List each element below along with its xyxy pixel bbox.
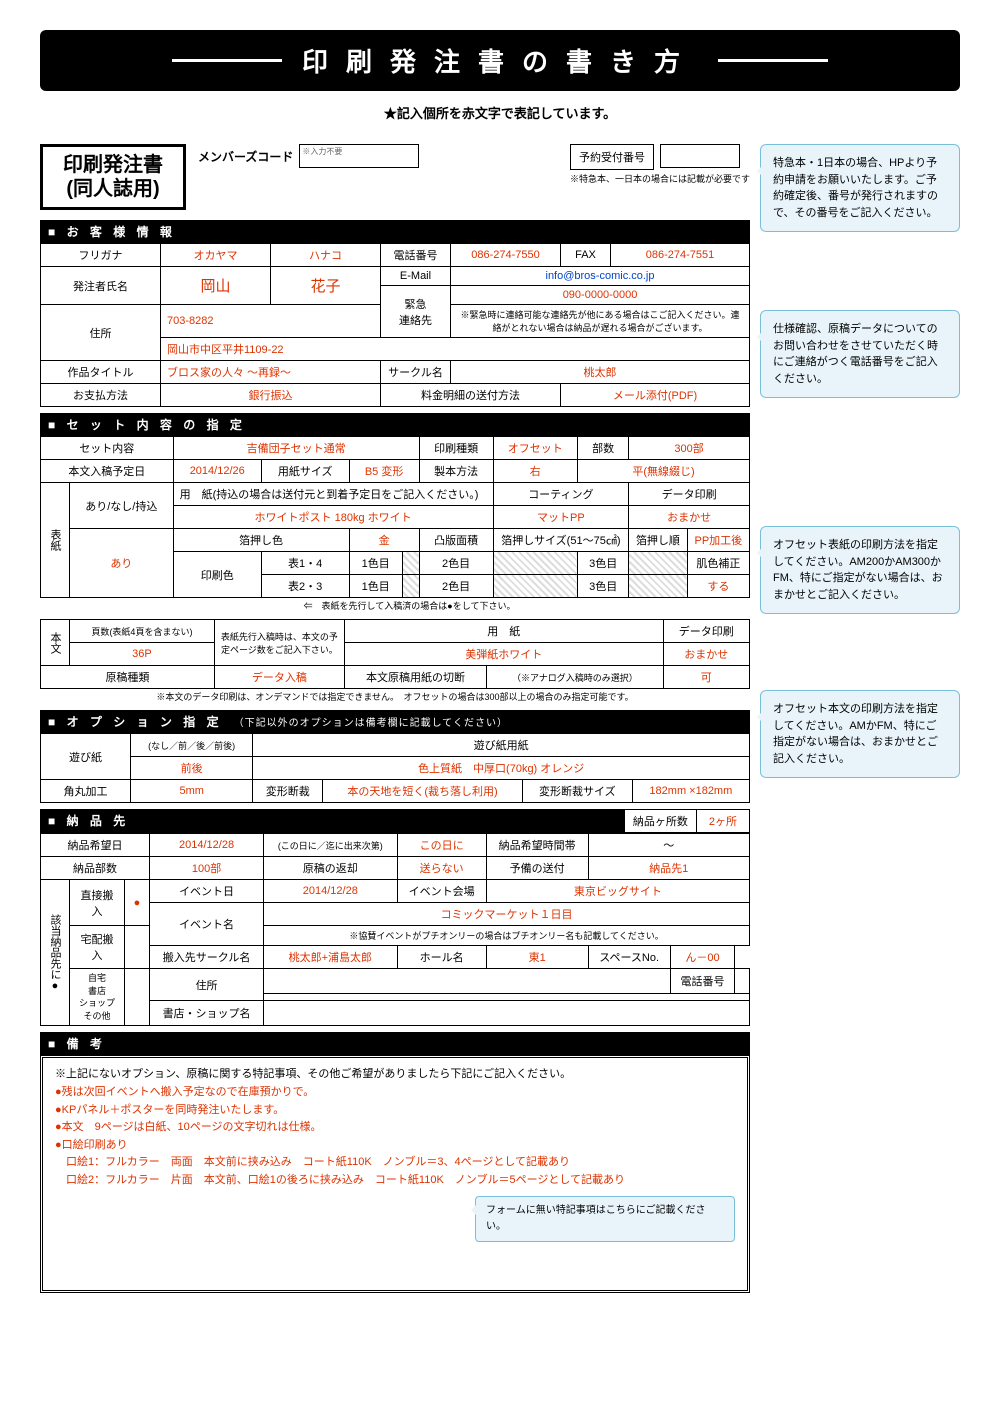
bubble-reserve: 特急本・1日本の場合、HPより予約申請をお願いいたします。ご予約確定後、番号が発… bbox=[760, 144, 960, 232]
delivery-table: 納品希望日 2014/12/28 (この日に／迄に出来次第) この日に 納品希望… bbox=[40, 833, 750, 1026]
reserve-label: 予約受付番号 bbox=[570, 144, 654, 170]
section-remarks: ■ 備 考 bbox=[40, 1032, 750, 1055]
banner: 印刷発注書の書き方 bbox=[40, 30, 960, 91]
section-customer: ■ お 客 様 情 報 bbox=[40, 220, 750, 243]
section-setspec: ■ セ ッ ト 内 容 の 指 定 bbox=[40, 413, 750, 436]
section-option: ■ オ プ シ ョ ン 指 定 （下記以外のオプションは備考欄に記載してください… bbox=[40, 710, 750, 733]
section-delivery: ■ 納 品 先 bbox=[40, 809, 624, 833]
option-table: 遊び紙 (なし／前／後／前後) 遊び紙用紙 前後 色上質紙 中厚口(70kg) … bbox=[40, 733, 750, 803]
member-code: メンバーズコード ※入力不要 bbox=[198, 144, 419, 168]
bubble-emergency: 仕様確認、原稿データについてのお問い合わせをさせていただく時にご連絡がつく電話番… bbox=[760, 310, 960, 398]
customer-table: フリガナ オカヤマ ハナコ 電話番号 086-274-7550 FAX 086-… bbox=[40, 243, 750, 407]
bubble-cover-print: オフセット表紙の印刷方法を指定してください。AM200かAM300かFM、特にご… bbox=[760, 526, 960, 614]
form-note-bubble: フォームに無い特記事項はこちらにご記載ください。 bbox=[475, 1196, 735, 1242]
body-table: 本文 頁数(表紙4頁を含まない) 表紙先行入稿時は、本文の予定ページ数をご記入下… bbox=[40, 619, 750, 704]
form-title-box: 印刷発注書 (同人誌用) bbox=[40, 144, 186, 210]
setspec-table: セット内容 吉備団子セット通常 印刷種類 オフセット 部数 300部 本文入稿予… bbox=[40, 436, 750, 613]
banner-title: 印刷発注書の書き方 bbox=[302, 42, 698, 79]
reserve-box bbox=[660, 144, 740, 168]
bubble-body-print: オフセット本文の印刷方法を指定してください。AMかFM、特にご指定がない場合は、… bbox=[760, 690, 960, 778]
remarks-box: ※上記にないオプション、原稿に関する特記事項、その他ご希望がありましたら下記にご… bbox=[40, 1055, 750, 1292]
subtitle: ★記入個所を赤文字で表記しています。 bbox=[40, 103, 960, 122]
